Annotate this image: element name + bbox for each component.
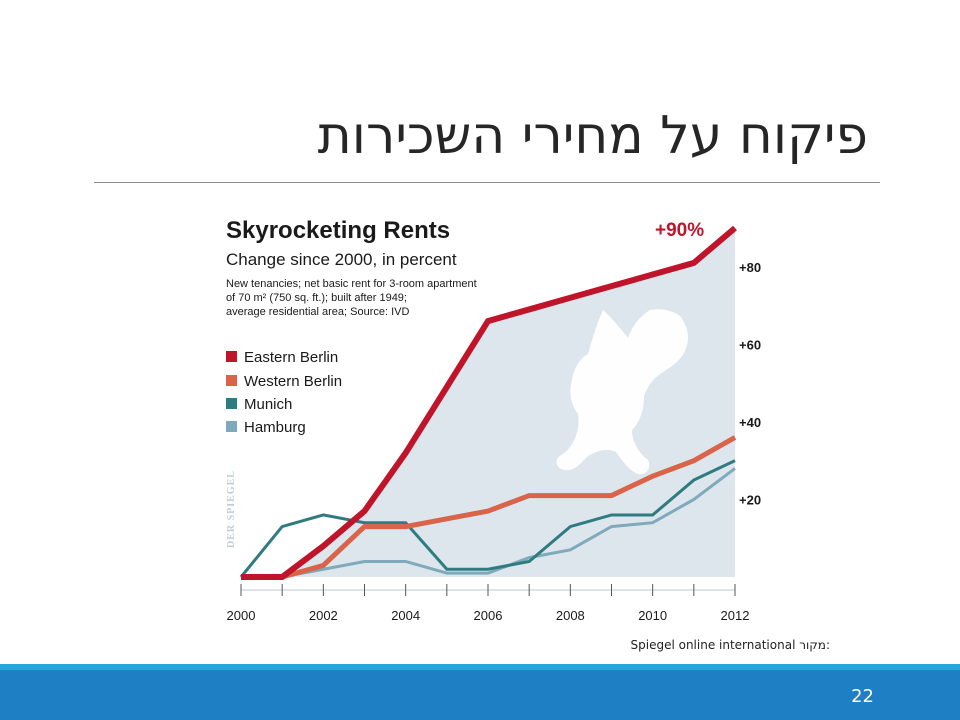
- chart-note-line-1: New tenancies; net basic rent for 3-room…: [226, 278, 477, 290]
- plot-area-layer: [241, 228, 735, 577]
- chart-title: Skyrocketing Rents: [226, 217, 450, 244]
- legend-label-eastern-berlin: Eastern Berlin: [244, 349, 338, 366]
- x-tick-label: 2008: [556, 608, 585, 623]
- chart-note-line-3: average residential area; Source: IVD: [226, 306, 409, 318]
- source-text: Spiegel online international: [630, 638, 796, 652]
- x-axis: 2000 2002 2004 2006 2008 2010 2012: [227, 584, 750, 623]
- y-tick-label: +20: [739, 492, 761, 507]
- legend-label-munich: Munich: [244, 396, 292, 413]
- x-tick-label: 2004: [391, 608, 420, 623]
- legend-swatch-eastern-berlin: [226, 351, 237, 362]
- slide-title: פיקוח על מחירי השכירות: [317, 106, 868, 166]
- legend-swatch-western-berlin: [226, 375, 237, 386]
- legend-swatch-hamburg: [226, 421, 237, 432]
- chart-watermark: DER SPIEGEL: [226, 470, 237, 548]
- legend-label-hamburg: Hamburg: [244, 419, 306, 436]
- chart-legend: Eastern Berlin Western Berlin Munich Ham…: [226, 349, 342, 436]
- legend-swatch-munich: [226, 398, 237, 409]
- chart-subtitle: Change since 2000, in percent: [226, 250, 457, 269]
- chart-note-line-2: of 70 m² (750 sq. ft.); built after 1949…: [226, 292, 407, 304]
- chart-svg: Skyrocketing Rents Change since 2000, in…: [226, 217, 761, 623]
- bear-body-shape: [556, 309, 688, 475]
- series-line-hamburg: [241, 467, 736, 579]
- page-number: 22: [851, 686, 874, 707]
- series-line-eastern-berlin: [241, 225, 737, 580]
- y-tick-label: +60: [739, 337, 761, 352]
- chart-callout: +90%: [655, 220, 704, 241]
- x-tick-label: 2010: [638, 608, 667, 623]
- source-note: Spiegel online international מקור:: [560, 638, 831, 652]
- y-axis: +20 +40 +60 +80: [739, 260, 761, 508]
- shaded-area: [241, 228, 735, 577]
- series-lines: [239, 225, 737, 580]
- series-line-munich: [239, 459, 736, 578]
- footer-bar: [0, 664, 960, 720]
- x-tick-label: 2006: [474, 608, 503, 623]
- chart-image: Skyrocketing Rents Change since 2000, in…: [208, 198, 768, 630]
- title-divider: [94, 182, 880, 183]
- y-tick-label: +40: [739, 415, 761, 430]
- y-tick-label: +80: [739, 260, 761, 275]
- series-line-western-berlin: [241, 435, 737, 580]
- x-tick-label: 2000: [227, 608, 256, 623]
- source-label: מקור:: [799, 638, 830, 652]
- bear-silhouette: [556, 309, 688, 475]
- x-tick-label: 2012: [721, 608, 750, 623]
- legend-label-western-berlin: Western Berlin: [244, 373, 342, 390]
- x-tick-label: 2002: [309, 608, 338, 623]
- footer-accent-stripe: [0, 664, 960, 670]
